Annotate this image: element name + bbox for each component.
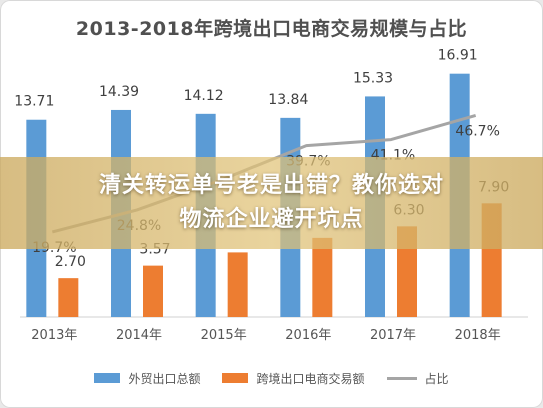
legend-label-export: 外贸出口总额 (128, 371, 201, 386)
legend-item-export: 外贸出口总额 (94, 370, 200, 387)
bar-ecommerce-0 (58, 278, 79, 317)
data-label-export-0: 13.71 (14, 94, 54, 110)
overlay-banner[interactable]: 清关转运单号老是出错？教你选对 物流企业避开坑点 (0, 157, 543, 249)
legend-label-ratio: 占比 (424, 371, 449, 386)
data-label-export-4: 15.33 (353, 70, 393, 86)
banner-headline-line1: 清关转运单号老是出错？教你选对 (98, 173, 444, 198)
data-label-ratio-5: 46.7% (455, 123, 499, 139)
legend-swatch-export (94, 373, 121, 383)
data-label-export-3: 13.84 (268, 92, 308, 108)
data-label-ecommerce-0: 2.70 (55, 254, 86, 270)
bar-ecommerce-1 (143, 265, 163, 317)
chart-title: 2013-2018年跨境出口电商交易规模与占比 (75, 18, 468, 40)
x-tick-label-3: 2016年 (285, 328, 331, 343)
x-tick-label-4: 2017年 (370, 328, 416, 343)
bar-ecommerce-4 (397, 226, 417, 317)
data-label-export-2: 14.12 (184, 88, 224, 104)
data-label-export-5: 16.91 (438, 48, 478, 64)
x-tick-label-0: 2013年 (31, 328, 77, 343)
data-label-export-1: 14.39 (99, 84, 139, 100)
legend-item-ecommerce: 跨境出口电商交易额 (222, 370, 365, 387)
legend-label-ecommerce: 跨境出口电商交易额 (256, 371, 365, 386)
x-tick-label-5: 2018年 (455, 328, 501, 343)
legend-swatch-ratio (386, 376, 417, 380)
bar-ecommerce-3 (312, 237, 333, 317)
bar-ecommerce-2 (227, 252, 248, 317)
x-tick-label-2: 2015年 (201, 328, 247, 343)
x-tick-label-1: 2014年 (116, 328, 162, 343)
legend-item-ratio: 占比 (386, 370, 449, 387)
chart-legend: 外贸出口总额 跨境出口电商交易额 占比 (0, 366, 543, 390)
banner-headline-line2: 物流企业避开坑点 (179, 207, 364, 232)
legend-swatch-ecommerce (222, 373, 249, 383)
